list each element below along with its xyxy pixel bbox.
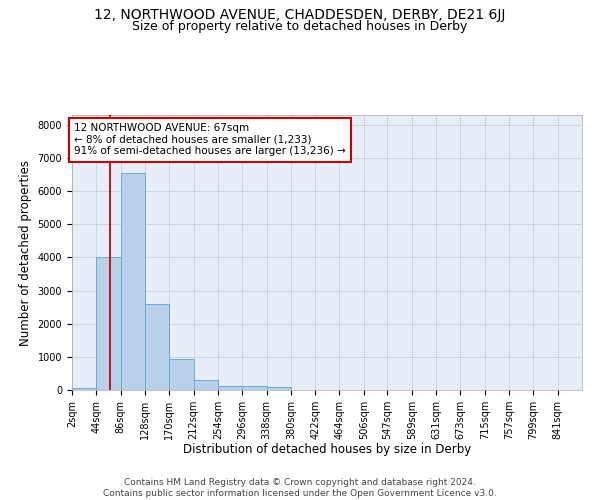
- Bar: [242, 386, 266, 390]
- Text: 12, NORTHWOOD AVENUE, CHADDESDEN, DERBY, DE21 6JJ: 12, NORTHWOOD AVENUE, CHADDESDEN, DERBY,…: [94, 8, 506, 22]
- Text: Distribution of detached houses by size in Derby: Distribution of detached houses by size …: [183, 442, 471, 456]
- Bar: [145, 304, 169, 390]
- Bar: [169, 358, 194, 390]
- Bar: [194, 380, 218, 390]
- Bar: [72, 388, 97, 390]
- Y-axis label: Number of detached properties: Number of detached properties: [19, 160, 32, 346]
- Bar: [218, 386, 242, 390]
- Text: Contains HM Land Registry data © Crown copyright and database right 2024.
Contai: Contains HM Land Registry data © Crown c…: [103, 478, 497, 498]
- Text: 12 NORTHWOOD AVENUE: 67sqm
← 8% of detached houses are smaller (1,233)
91% of se: 12 NORTHWOOD AVENUE: 67sqm ← 8% of detac…: [74, 124, 346, 156]
- Bar: [266, 386, 291, 390]
- Text: Size of property relative to detached houses in Derby: Size of property relative to detached ho…: [133, 20, 467, 33]
- Bar: [97, 258, 121, 390]
- Bar: [121, 173, 145, 390]
